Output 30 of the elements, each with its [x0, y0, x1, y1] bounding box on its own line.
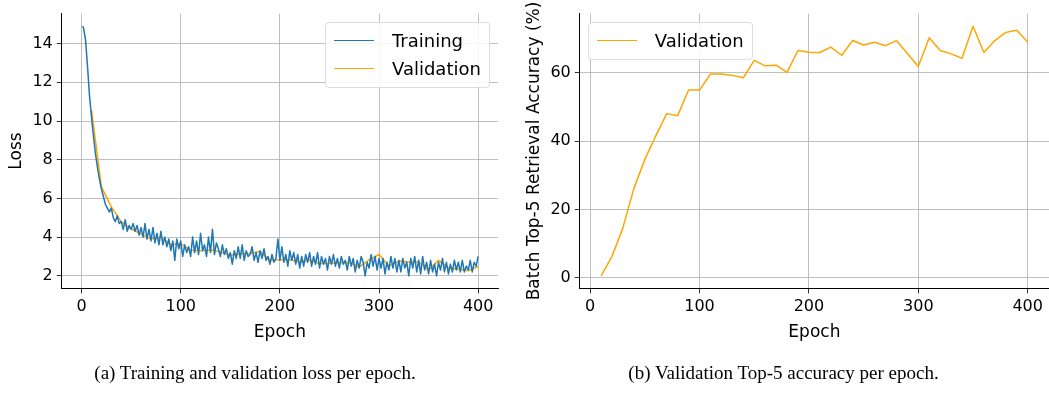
x-tick-label: 400	[1012, 296, 1043, 316]
x-tick-label: 200	[264, 296, 296, 316]
x-tick-label: 0	[585, 296, 596, 316]
y-tick-label: 2	[42, 264, 53, 284]
y-tick-label: 14	[32, 32, 53, 52]
y-tick-label: 60	[550, 62, 571, 82]
y-tick-label: 20	[550, 198, 571, 218]
y-tick-label: 8	[42, 148, 53, 168]
x-tick-label: 300	[903, 296, 934, 316]
y-tick-label: 12	[32, 71, 53, 91]
legend-label: Training	[392, 30, 464, 52]
text: (a) Training and validation loss per epoch.	[93, 362, 417, 384]
y-axis-title: Loss	[4, 132, 25, 170]
x-axis-title: Epoch	[788, 321, 841, 342]
y-tick-label: 6	[42, 187, 53, 207]
y-tick-label: 40	[550, 130, 571, 150]
x-axis-title: Epoch	[253, 321, 306, 342]
legend-label: Validation	[392, 58, 481, 80]
legend-label: Validation	[654, 30, 744, 52]
x-tick-label: 400	[462, 296, 494, 316]
x-tick-label: 100	[165, 296, 197, 316]
y-axis-title: Batch Top-5 Retrieval Accuracy (%)	[522, 1, 543, 301]
x-tick-label: 100	[684, 296, 715, 316]
text: (b) Validation Top-5 accuracy per epoch.	[627, 362, 940, 384]
y-tick-label: 0	[560, 266, 571, 286]
x-tick-label: 200	[793, 296, 825, 316]
x-tick-label: 300	[363, 296, 395, 316]
y-tick-label: 10	[32, 110, 53, 130]
x-tick-label: 0	[76, 296, 87, 316]
y-tick-label: 4	[42, 226, 53, 246]
